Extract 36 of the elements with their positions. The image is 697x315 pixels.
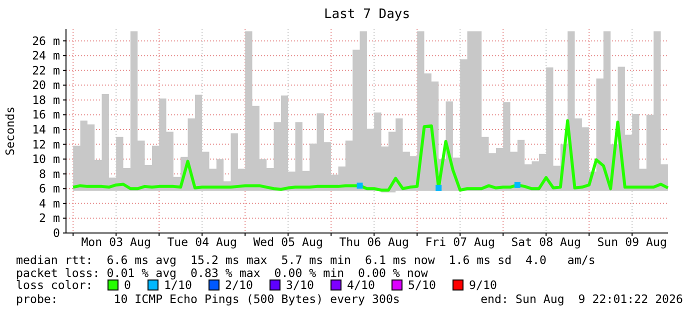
y-tick-label: 2 m xyxy=(39,211,60,226)
y-tick-label: 20 m xyxy=(32,78,60,92)
y-tick-label: 10 m xyxy=(32,152,60,166)
x-tick-label: Sat 08 Aug xyxy=(511,235,582,249)
x-tick-label: Thu 06 Aug xyxy=(339,235,410,249)
legend-label: 3/10 xyxy=(286,278,314,292)
text: packet loss: 0.01 % avg 0.83 % max 0.00 % min 0.00 % now xyxy=(16,266,428,280)
y-tick-label: 0 xyxy=(53,226,60,240)
line-series xyxy=(72,119,670,192)
y-tick-label: 26 m xyxy=(32,34,60,48)
y-tick-label: 4 m xyxy=(39,196,60,210)
legend-label: 9/10 xyxy=(469,278,497,292)
text: median rtt: 6.6 ms avg 15.2 ms max 5.7 ms min 6.1 ms now 1.6 ms sd 4.0 am/s xyxy=(16,253,596,267)
legend-label: 2/10 xyxy=(225,278,253,292)
x-tick-label: Wed 05 Aug xyxy=(253,235,324,249)
legend-title: loss color: xyxy=(16,278,93,292)
y-tick-label: 8 m xyxy=(39,166,60,181)
y-tick-label: 24 m xyxy=(32,48,60,63)
x-tick-label: Tue 04 Aug xyxy=(167,235,238,249)
x-tick-label: Fri 07 Aug xyxy=(425,235,496,249)
y-axis-title: Seconds xyxy=(3,106,17,156)
legend-label: 0 xyxy=(124,278,131,292)
legend-label: 1/10 xyxy=(164,278,192,292)
y-tick-label: 6 m xyxy=(39,182,60,196)
x-tick-label: Mon 03 Aug xyxy=(81,235,152,249)
y-tick-label: 22 m xyxy=(32,63,60,78)
legend-label: 4/10 xyxy=(347,278,375,292)
text: probe: 10 ICMP Echo Pings (500 Bytes) every 300s xyxy=(16,292,400,306)
y-tick-label: 14 m xyxy=(32,122,60,137)
y-tick-label: 12 m xyxy=(32,137,60,152)
chart-title: Last 7 Days xyxy=(324,7,410,22)
text: end: Sun Aug 9 22:01:22 2026 xyxy=(480,292,684,306)
y-tick-label: 16 m xyxy=(32,108,60,122)
y-tick-label: 18 m xyxy=(32,92,60,107)
x-tick-label: Sun 09 Aug xyxy=(597,235,668,249)
legend-label: 5/10 xyxy=(408,278,436,292)
